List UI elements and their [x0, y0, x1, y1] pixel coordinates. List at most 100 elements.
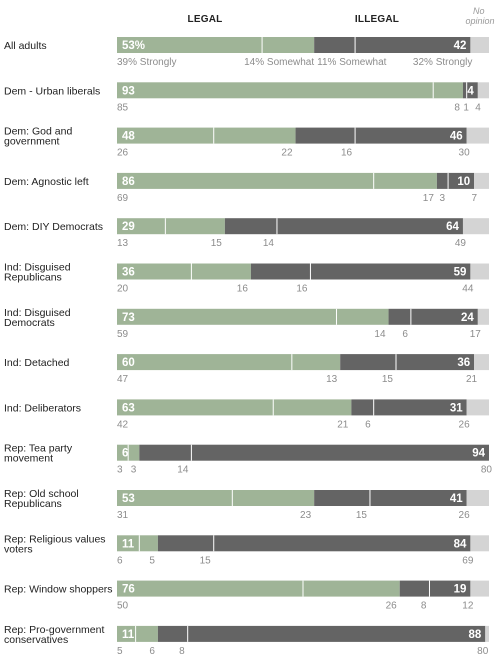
illegal-somewhat-label: 3 — [440, 193, 446, 204]
legal-bar — [117, 625, 158, 642]
group-label: Dem: God and government — [4, 126, 72, 148]
group-label-line: Democrats — [4, 317, 55, 329]
illegal-strongly-label: 7 — [472, 193, 478, 204]
group-label-line: Dem: God and — [4, 126, 72, 138]
illegal-value-label: 24 — [461, 312, 474, 324]
group-label-line: Rep: Religious values — [4, 533, 106, 545]
legal-somewhat-label: 13 — [326, 374, 338, 385]
legal-strongly-label: 31 — [117, 510, 129, 521]
group-label-line: Ind: Detached — [4, 357, 70, 369]
legal-value-label: 53% — [122, 40, 145, 52]
illegal-somewhat-label: 8 — [421, 601, 427, 612]
no-opinion-bar — [477, 82, 489, 99]
illegal-strongly-label: 26 — [459, 419, 471, 430]
legal-strongly-label: 3 — [117, 465, 123, 476]
illegal-header: ILLEGAL — [355, 14, 399, 25]
illegal-value-label: 10 — [457, 176, 470, 188]
no-opinion-bar — [466, 399, 489, 416]
legal-bar — [117, 127, 296, 144]
illegal-strongly-label: 49 — [455, 238, 467, 249]
group-label-line: government — [4, 136, 60, 148]
illegal-somewhat-label: 11% Somewhat — [317, 57, 387, 68]
legal-value-label: 93 — [122, 85, 135, 97]
legal-somewhat-label: 3 — [131, 465, 137, 476]
legal-value-label: 53 — [122, 493, 135, 505]
illegal-somewhat-label: 1 — [463, 102, 469, 113]
legal-bar — [117, 490, 315, 506]
group-label: Rep: Pro-government conservatives — [4, 624, 104, 646]
no-opinion-header-line-1: No — [473, 6, 485, 16]
group-label: Ind: Disguised Republicans — [4, 262, 71, 284]
group-label-line: All adults — [4, 40, 47, 52]
group-label: Dem - Urban liberals — [4, 85, 100, 97]
no-opinion-bar — [470, 263, 489, 280]
legal-bar — [117, 354, 341, 371]
legal-value-label: 73 — [122, 312, 135, 324]
legal-somewhat-label: 5 — [149, 555, 155, 566]
legal-value-label: 63 — [122, 402, 135, 414]
illegal-bar — [436, 172, 475, 189]
illegal-strongly-label: 26 — [459, 510, 471, 521]
illegal-bar — [224, 218, 463, 235]
group-label-line: Rep: Window shoppers — [4, 584, 113, 596]
no-opinion-bar — [470, 37, 489, 53]
no-opinion-header: No opinion — [465, 6, 494, 26]
group-label-line: Ind: Disguised — [4, 262, 71, 274]
group-label: Ind: Detached — [4, 357, 70, 369]
illegal-value-label: 36 — [457, 357, 470, 369]
illegal-bar — [399, 580, 471, 597]
illegal-strongly-label: 21 — [466, 374, 478, 385]
illegal-somewhat-label: 16 — [296, 284, 308, 295]
illegal-somewhat-label: 15 — [382, 374, 394, 385]
illegal-value-label: 84 — [454, 538, 467, 550]
no-opinion-bar — [470, 580, 489, 597]
legal-somewhat-label: 14 — [374, 329, 386, 340]
illegal-bar — [139, 444, 489, 461]
illegal-bar — [250, 263, 471, 280]
no-opinion-bar — [474, 172, 489, 189]
legal-bar — [117, 399, 352, 416]
illegal-bar — [157, 535, 471, 552]
legal-strongly-label: 5 — [117, 646, 123, 657]
legal-strongly-label: 39% Strongly — [117, 57, 176, 68]
illegal-strongly-label: 44 — [462, 284, 474, 295]
illegal-value-label: 94 — [472, 448, 485, 460]
illegal-bar — [295, 127, 467, 144]
group-label-line: Rep: Tea party — [4, 443, 73, 455]
legal-somewhat-label: 23 — [300, 510, 312, 521]
illegal-somewhat-label: 14 — [177, 465, 189, 476]
group-label-line: Dem - Urban liberals — [4, 85, 100, 97]
illegal-strongly-label: 80 — [481, 465, 493, 476]
group-label-line: voters — [4, 543, 33, 555]
no-opinion-bar — [477, 308, 489, 325]
illegal-strongly-label: 32% Strongly — [413, 57, 472, 68]
illegal-value-label: 19 — [454, 584, 467, 596]
legal-somewhat-label: 6 — [149, 646, 155, 657]
legal-somewhat-label: 14% Somewhat — [244, 57, 314, 68]
group-label-line: Republicans — [4, 498, 62, 510]
illegal-somewhat-label: 15 — [200, 555, 212, 566]
illegal-bar — [314, 490, 467, 506]
legal-strongly-label: 50 — [117, 601, 129, 612]
group-label-line: movement — [4, 453, 53, 465]
illegal-somewhat-label: 8 — [179, 646, 185, 657]
illegal-value-label: 64 — [446, 221, 459, 233]
group-label: Ind: Disguised Democrats — [4, 307, 71, 329]
legal-value-label: 48 — [122, 131, 135, 143]
legal-bar — [117, 172, 437, 189]
legal-somewhat-label: 16 — [237, 284, 249, 295]
legal-somewhat-label: 17 — [423, 193, 435, 204]
no-opinion-bar — [462, 218, 489, 235]
group-label: Dem: Agnostic left — [4, 176, 89, 188]
illegal-value-label: 42 — [454, 40, 467, 52]
legal-value-label: 86 — [122, 176, 135, 188]
group-label: Ind: Deliberators — [4, 402, 81, 414]
group-label: Rep: Old school Republicans — [4, 488, 79, 510]
legal-strongly-label: 85 — [117, 102, 129, 113]
legal-bar — [117, 82, 463, 99]
group-label-line: Rep: Pro-government — [4, 624, 104, 636]
illegal-somewhat-label: 6 — [365, 419, 371, 430]
illegal-value-label: 4 — [467, 85, 474, 97]
legal-somewhat-label: 21 — [337, 419, 349, 430]
